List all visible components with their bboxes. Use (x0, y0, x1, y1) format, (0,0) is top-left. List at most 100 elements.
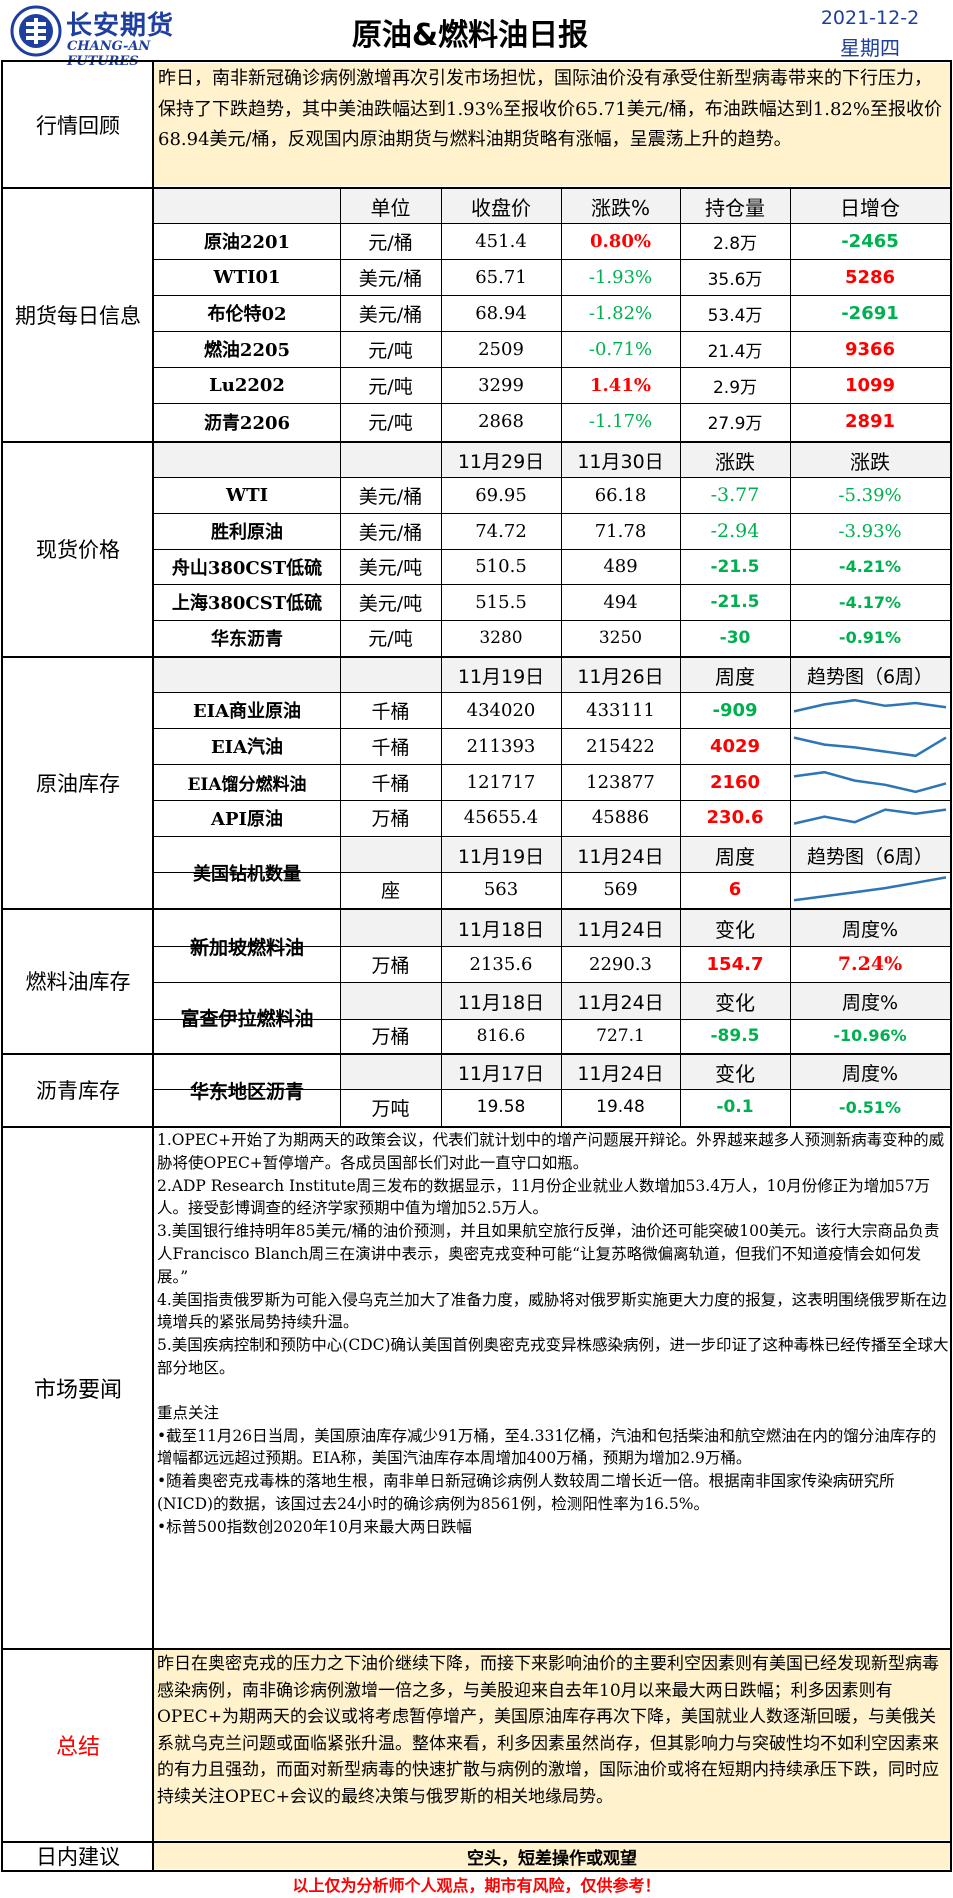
grid-line (154, 295, 950, 296)
fj-header-d1: 11月18日 (457, 991, 545, 1014)
spot-row-chg: -2.94 (710, 520, 760, 542)
grid-line (154, 223, 950, 224)
sg-header-d1: 11月18日 (457, 918, 545, 941)
asphalt-chg: -0.1 (716, 1097, 754, 1117)
spot-header-chg: 涨跌 (715, 449, 755, 474)
asphalt-pct: -0.51% (838, 1097, 902, 1117)
inventory-row-name: EIA汽油 (210, 737, 284, 758)
news-focus-item: •随着奥密克戎毒株的落地生根，南非单日新冠确诊病例人数较周二增长近一倍。根据南非… (157, 1472, 895, 1513)
asphalt-header-d1: 11月17日 (457, 1062, 545, 1085)
inventory-row-chg: 4029 (709, 735, 761, 757)
futures-row-inc: 2891 (844, 411, 896, 432)
news-item: 1.OPEC+开始了为期两天的政策会议，代表们就计划中的增产问题展开辩论。外界越… (157, 1131, 945, 1172)
sg-unit: 万桶 (371, 954, 410, 977)
futures-row-unit: 美元/桶 (358, 267, 423, 290)
grid-line (154, 367, 950, 368)
futures-row-oi: 2.8万 (712, 233, 758, 254)
spot-row-pct: -0.91% (838, 628, 902, 647)
grid-line (154, 549, 950, 550)
futures-row-unit: 元/桶 (368, 231, 413, 254)
inventory-row-name: API原油 (211, 808, 283, 830)
news-focus-item: •标普500指数创2020年10月来最大两日跌幅 (157, 1517, 472, 1536)
futures-row-unit: 美元/桶 (358, 303, 423, 326)
futures-row-name: 布伦特02 (207, 304, 287, 325)
futures-row-inc: 1099 (844, 374, 896, 396)
trend-sparkline (793, 698, 947, 713)
spot-row-chg: -21.5 (710, 592, 760, 612)
futures-row-name: WTI01 (213, 266, 281, 288)
spot-row-chg: -21.5 (710, 556, 760, 577)
grid-line (154, 477, 950, 478)
spot-row-unit: 美元/桶 (358, 485, 423, 508)
inventory-header-d2: 11月26日 (577, 665, 664, 688)
grid-line (154, 620, 950, 621)
asphalt-unit: 万吨 (371, 1097, 410, 1120)
grid-line (790, 189, 791, 1053)
sg-header-pct: 周度% (841, 918, 899, 941)
news-item: 3.美国银行维持明年85美元/桶的油价预测，并且如果航空旅行反弹，油价还可能突破… (157, 1222, 940, 1286)
futures-row-change: 0.80% (590, 230, 651, 252)
grid-line (154, 692, 950, 693)
grid-line (1, 1648, 952, 1650)
spot-row-unit: 美元/吨 (358, 557, 423, 579)
futures-row-unit: 元/吨 (368, 412, 413, 434)
grid-line (154, 584, 950, 585)
inventory-row-d2: 123877 (586, 771, 655, 793)
fj-d1: 816.6 (476, 1025, 526, 1046)
grid-line (441, 1055, 442, 1126)
inventory-row-chg: 2160 (709, 771, 761, 793)
asphalt-label: 沥青库存 (36, 1079, 120, 1103)
grid-line (154, 331, 950, 332)
asphalt-header-chg: 变化 (715, 1061, 755, 1086)
futures-header-inc: 日增仓 (840, 195, 900, 220)
spot-row-name: 胜利原油 (211, 522, 283, 543)
asphalt-header-pct: 周度% (841, 1062, 899, 1085)
news-item: 4.美国指责俄罗斯为可能入侵乌克兰加大了准备力度，威胁将对俄罗斯实施更大力度的报… (157, 1290, 947, 1332)
spot-row-d2: 71.78 (594, 520, 647, 542)
futures-row-name: Lu2202 (209, 374, 285, 396)
asphalt-d1: 19.58 (476, 1097, 526, 1117)
spot-row-pct: -3.93% (838, 520, 902, 542)
inventory-row-unit: 千桶 (371, 772, 410, 795)
summary-text-bg (154, 1650, 950, 1840)
futures-row-inc: 9366 (844, 338, 896, 360)
rig-header-trend: 趋势图（6周） (806, 845, 934, 868)
futures-row-close: 2868 (478, 411, 524, 432)
grid-line (154, 946, 950, 947)
page-title: 原油&燃料油日报 (351, 18, 589, 53)
grid-line (1, 60, 3, 1871)
trend-sparkline (793, 770, 947, 794)
grid-line (154, 728, 950, 729)
inventory-row-name: EIA馏分燃料油 (187, 774, 307, 795)
news-item: 2.ADP Research Institute周三发布的数据显示，11月份企业… (157, 1176, 931, 1218)
trend-sparkline (793, 736, 947, 758)
spot-row-d1: 3280 (479, 627, 523, 648)
grid-line (561, 1055, 562, 1126)
inventory-label: 原油库存 (36, 771, 120, 796)
spot-label: 现货价格 (36, 538, 120, 562)
fj-d2: 727.1 (596, 1025, 645, 1046)
summary-label: 总结 (55, 1735, 100, 1760)
logo: 长安期货 CHANG-AN FUTURES (4, 3, 200, 69)
inventory-row-chg: -909 (712, 699, 758, 721)
spot-row-name: 上海380CST低硫 (171, 593, 323, 614)
futures-row-change: 1.41% (590, 374, 651, 396)
spot-header-d1: 11月29日 (457, 450, 545, 473)
futures-row-oi: 2.9万 (712, 377, 758, 398)
trend-sparkline (793, 808, 947, 825)
grid-line (1, 656, 952, 658)
grid-line (1, 60, 952, 62)
futures-header-unit: 单位 (370, 195, 411, 220)
fj-header-d2: 11月24日 (577, 991, 664, 1014)
grid-line (1, 1126, 952, 1128)
news-label: 市场要闻 (33, 1377, 122, 1403)
rig-header-d2: 11月24日 (577, 845, 664, 868)
grid-line (1, 187, 952, 189)
futures-header-close: 收盘价 (471, 195, 531, 220)
grid-line (340, 1055, 341, 1126)
spot-row-d2: 489 (603, 556, 638, 577)
spot-row-d1: 74.72 (475, 520, 527, 542)
logo-cn: 长安期货 (66, 11, 175, 41)
grid-line (1, 1870, 952, 1872)
